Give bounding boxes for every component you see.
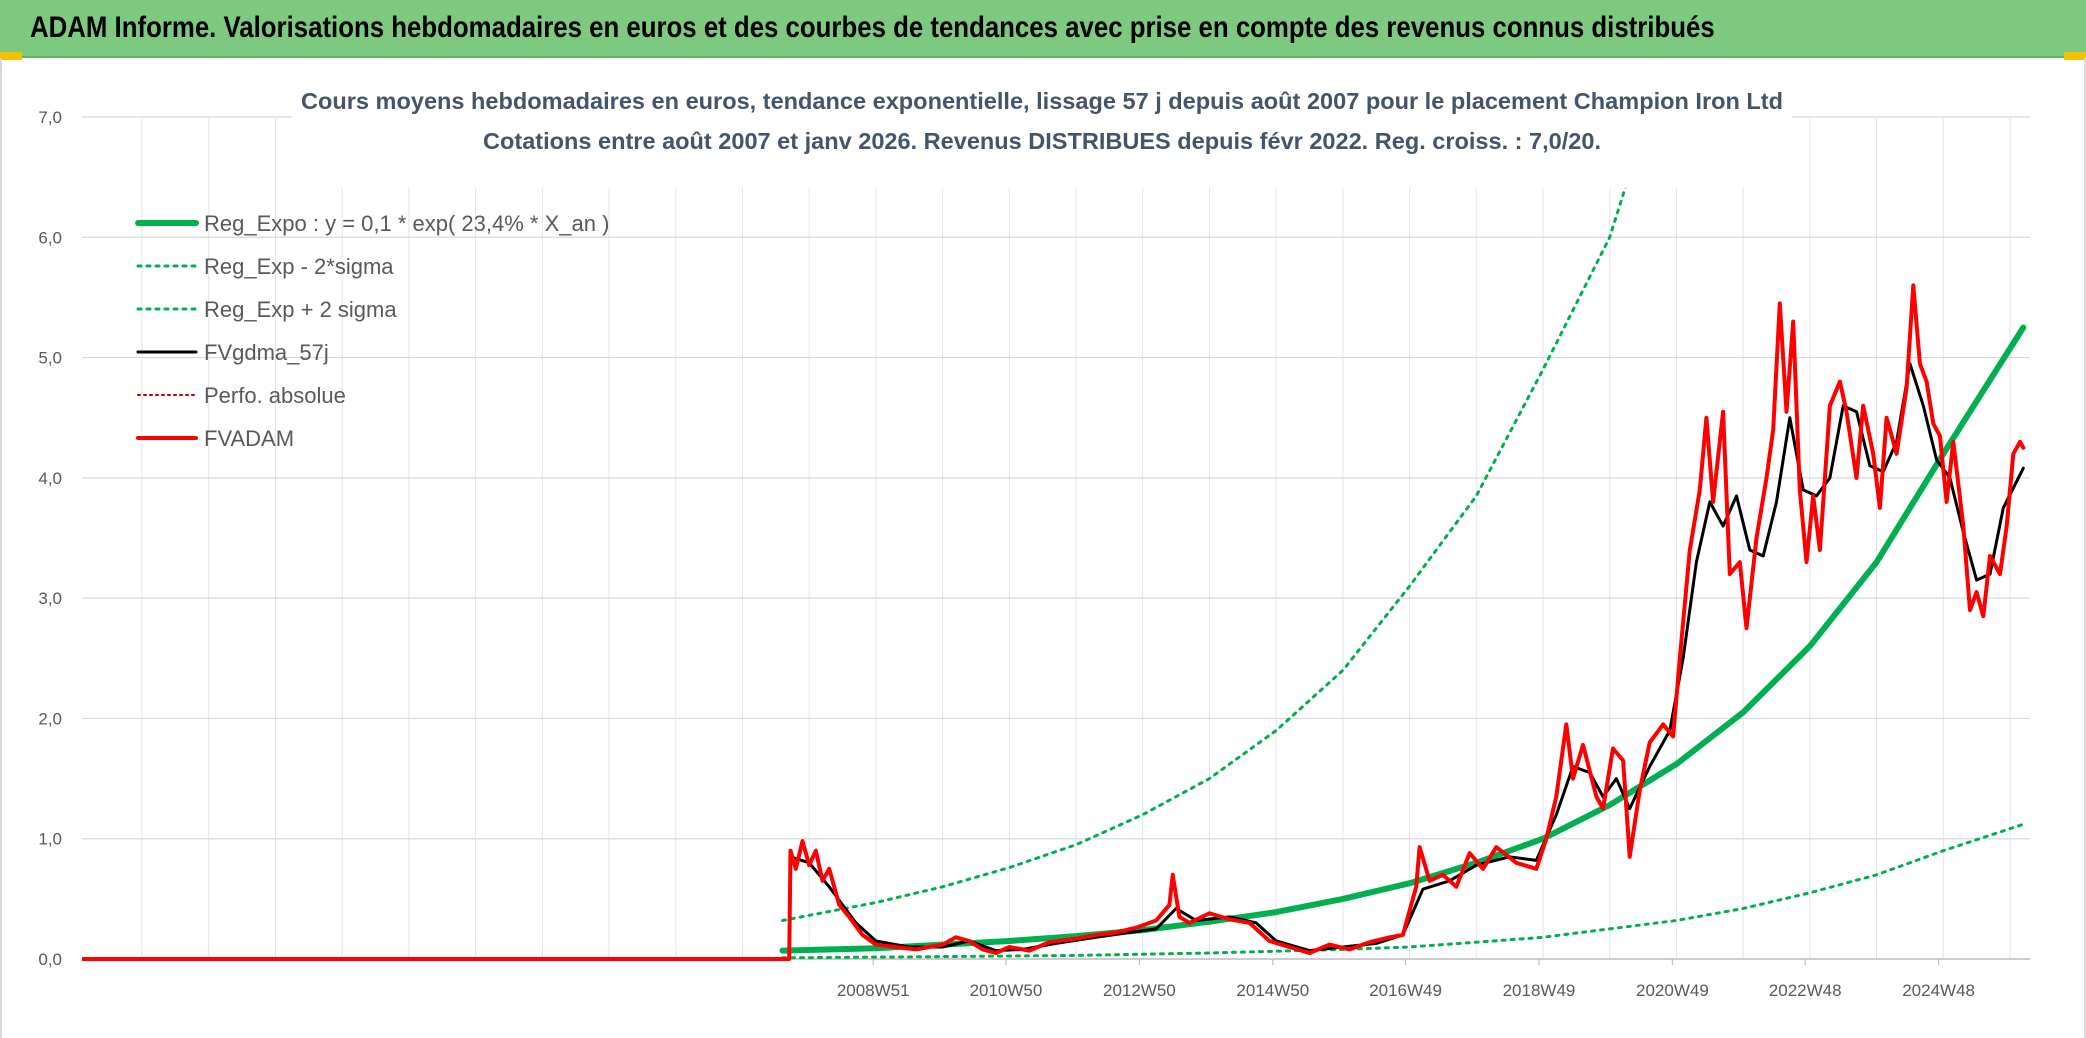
report-title: ADAM Informe. Valorisations hebdomadaire… xyxy=(30,11,1715,44)
chart-titles: Cours moyens hebdomadaires en euros, ten… xyxy=(292,78,1792,188)
y-tick-label: 1,0 xyxy=(38,830,62,849)
y-tick-label: 7,0 xyxy=(38,108,62,127)
x-tick-label: 2012W50 xyxy=(1103,981,1176,1000)
y-tick-label: 0,0 xyxy=(38,950,62,969)
chart-plot-area xyxy=(82,161,2027,961)
corner-accent-left xyxy=(0,52,22,60)
chart-title: Cours moyens hebdomadaires en euros, ten… xyxy=(301,88,1783,114)
x-tick-label: 2020W49 xyxy=(1636,981,1709,1000)
legend-label: FVADAM xyxy=(204,426,294,451)
chart-subtitle: Cotations entre août 2007 et janv 2026. … xyxy=(483,128,1601,154)
corner-accent-right xyxy=(2064,52,2086,60)
y-tick-label: 6,0 xyxy=(38,228,62,247)
y-tick-label: 4,0 xyxy=(38,469,62,488)
y-tick-label: 5,0 xyxy=(38,349,62,368)
chart-svg: 0,0 1,0 2,0 3,0 4,0 5,0 6,0 7,0 2008W51 2010W50 20… xyxy=(38,78,2030,1000)
y-tick-label: 2,0 xyxy=(38,709,62,728)
chart-grid xyxy=(82,116,2030,960)
legend-label: Reg_Expo : y = 0,1 * exp( 23,4% * X_an ) xyxy=(204,211,609,236)
legend-label: FVgdma_57j xyxy=(204,340,329,365)
x-tick-label: 2022W48 xyxy=(1769,981,1842,1000)
legend-label: Reg_Exp + 2 sigma xyxy=(204,297,397,322)
legend-label: Perfo. absolue xyxy=(204,383,346,408)
chart-frame: 0,0 1,0 2,0 3,0 4,0 5,0 6,0 7,0 2008W51 2010W50 20… xyxy=(0,58,2086,1038)
series-line-reg-exp-2-sigma xyxy=(781,822,2025,960)
x-tick-label: 2018W49 xyxy=(1503,981,1576,1000)
series-line-reg-exp-2-sigma xyxy=(781,161,1635,922)
series-line-fvgdma-57j xyxy=(82,362,2025,961)
series-line-reg-expo-y-0-1-exp-23-4-x-an xyxy=(779,324,2027,954)
x-tick-label: 2010W50 xyxy=(970,981,1043,1000)
x-tick-label: 2016W49 xyxy=(1369,981,1442,1000)
series-line-fvadam xyxy=(82,283,2026,961)
y-tick-label: 3,0 xyxy=(38,589,62,608)
chart-axes: 0,0 1,0 2,0 3,0 4,0 5,0 6,0 7,0 2008W51 2010W50 20… xyxy=(38,108,2030,1000)
chart-legend: Reg_Expo : y = 0,1 * exp( 23,4% * X_an )… xyxy=(135,211,609,451)
report-header: ADAM Informe. Valorisations hebdomadaire… xyxy=(0,0,2086,60)
x-tick-label: 2014W50 xyxy=(1236,981,1309,1000)
x-tick-label: 2024W48 xyxy=(1902,981,1975,1000)
legend-label: Reg_Exp - 2*sigma xyxy=(204,254,394,279)
x-tick-label: 2008W51 xyxy=(837,981,910,1000)
